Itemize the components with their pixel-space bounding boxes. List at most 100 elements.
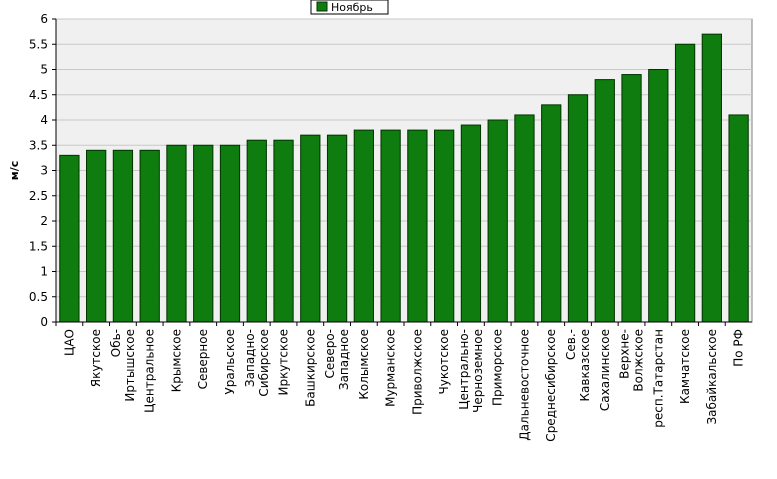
x-tick-label: Уральское <box>223 329 237 395</box>
x-tick-label: Забайкальское <box>705 329 719 425</box>
y-tick-label: 6 <box>40 12 48 26</box>
bar <box>674 43 696 323</box>
x-tick-label-line: Западно- <box>243 329 257 387</box>
x-tick-label-line: ЦАО <box>62 329 76 356</box>
y-tick-labels: 0 0.5 1 1.5 2 2.5 3 3.5 4 4.5 5 5.5 6 <box>29 12 56 329</box>
bar <box>219 144 241 323</box>
x-tick-label-line: Верхне- <box>618 329 632 379</box>
x-tick-label-line: Иркутское <box>277 329 291 396</box>
x-tick-label-line: Иртышское <box>123 329 137 402</box>
bar <box>487 119 508 323</box>
bar <box>326 134 348 323</box>
x-tick-label-line: Якутское <box>89 329 103 387</box>
x-tick-label-line: респ.Татарстан <box>651 329 665 428</box>
y-tick-label: 0 <box>40 315 48 329</box>
x-tick-label-line: Северное <box>196 329 210 389</box>
bar <box>273 139 294 323</box>
x-tick-label-line: Северо- <box>323 329 337 379</box>
x-tick-labels: ЦАО Якутское Обь-Иртышское Центральное Крымс… <box>55 322 746 442</box>
bar <box>460 124 482 323</box>
bar <box>246 139 267 323</box>
x-tick-label: Северное <box>196 329 210 389</box>
x-tick-label-line: Приволжское <box>410 329 424 415</box>
bar <box>728 114 749 323</box>
y-tick-label: 4.5 <box>29 88 48 102</box>
x-tick-label-line: Сахалинское <box>598 329 612 411</box>
bar <box>380 129 401 323</box>
x-tick-label: Центральное <box>143 329 157 413</box>
x-tick-label: Верхне-Волжское <box>618 329 646 392</box>
x-tick-label-line: Волжское <box>632 329 646 392</box>
y-tick-label: 5.5 <box>29 37 48 51</box>
x-tick-label: Камчатское <box>678 329 692 404</box>
x-tick-label: Иркутское <box>277 329 291 396</box>
x-tick-label-line: Обь- <box>109 329 123 357</box>
legend-label: Ноябрь <box>331 1 373 14</box>
x-tick-label: Сев.-Кавказское <box>564 329 592 402</box>
bar <box>407 129 428 323</box>
x-tick-label-line: Западное <box>337 329 351 390</box>
bar <box>621 74 642 323</box>
x-tick-label: ЦАО <box>62 329 76 356</box>
x-tick-label: респ.Татарстан <box>651 329 665 428</box>
x-tick-label: Якутское <box>89 329 103 387</box>
x-tick-label: Приморское <box>491 329 505 406</box>
bars <box>59 33 749 323</box>
bar <box>541 104 562 323</box>
legend-box <box>310 0 389 15</box>
x-tick-label: Башкирское <box>303 329 317 407</box>
x-tick-label-line: Кавказское <box>578 329 592 402</box>
bar <box>112 149 134 323</box>
bar <box>166 144 187 323</box>
legend-swatch <box>316 1 328 12</box>
x-tick-label-line: Черноземное <box>471 329 485 413</box>
x-tick-label-line: Колымское <box>357 329 371 400</box>
x-tick-label-line: Сибирское <box>257 329 271 397</box>
bar <box>701 33 722 323</box>
x-tick-label-line: Среднесибирское <box>544 329 558 442</box>
y-tick-label: 2.5 <box>29 189 48 203</box>
bar <box>353 129 374 323</box>
bar <box>567 94 589 323</box>
bar <box>139 149 160 323</box>
y-tick-label: 4 <box>40 113 48 127</box>
x-tick-label-line: Сев.- <box>564 329 578 360</box>
y-tick-label: 3.5 <box>29 138 48 152</box>
y-tick-label: 2 <box>40 214 48 228</box>
bar <box>434 129 455 323</box>
y-tick-label: 3 <box>40 164 48 178</box>
x-tick-label-line: Забайкальское <box>705 329 719 425</box>
y-tick-label: 5 <box>40 63 48 77</box>
x-tick-label: Обь-Иртышское <box>109 329 137 402</box>
x-tick-label-line: Чукотское <box>437 329 451 394</box>
x-tick-label: Среднесибирское <box>544 329 558 442</box>
x-tick-label-line: Башкирское <box>303 329 317 407</box>
legend: Ноябрь <box>310 0 389 15</box>
y-axis-label: м/с <box>8 161 21 181</box>
y-tick-label: 1 <box>40 265 48 279</box>
x-tick-label: Северо-Западное <box>323 329 351 390</box>
y-tick-label: 0.5 <box>29 290 48 304</box>
x-tick-label: Чукотское <box>437 329 451 394</box>
x-tick-label-line: Центрально- <box>457 329 471 410</box>
x-tick-label-line: Дальневосточное <box>517 329 531 441</box>
x-tick-label: Приволжское <box>410 329 424 415</box>
bar <box>648 69 669 323</box>
x-tick-label-line: Центральное <box>143 329 157 413</box>
x-tick-label-line: Уральское <box>223 329 237 395</box>
x-tick-label-line: Мурманское <box>384 329 398 407</box>
bar <box>514 114 535 323</box>
bar <box>193 144 214 323</box>
x-tick-label: Колымское <box>357 329 371 400</box>
bar <box>86 149 107 323</box>
x-tick-label: Крымское <box>169 329 183 392</box>
x-tick-label-line: Камчатское <box>678 329 692 404</box>
bar <box>594 79 615 323</box>
x-tick-label: По РФ <box>732 329 746 367</box>
x-tick-label: Центрально-Черноземное <box>457 329 485 413</box>
x-tick-label: Западно-Сибирское <box>243 329 271 397</box>
bar <box>59 154 80 323</box>
x-tick-label: Мурманское <box>384 329 398 407</box>
y-tick-label: 1.5 <box>29 239 48 253</box>
